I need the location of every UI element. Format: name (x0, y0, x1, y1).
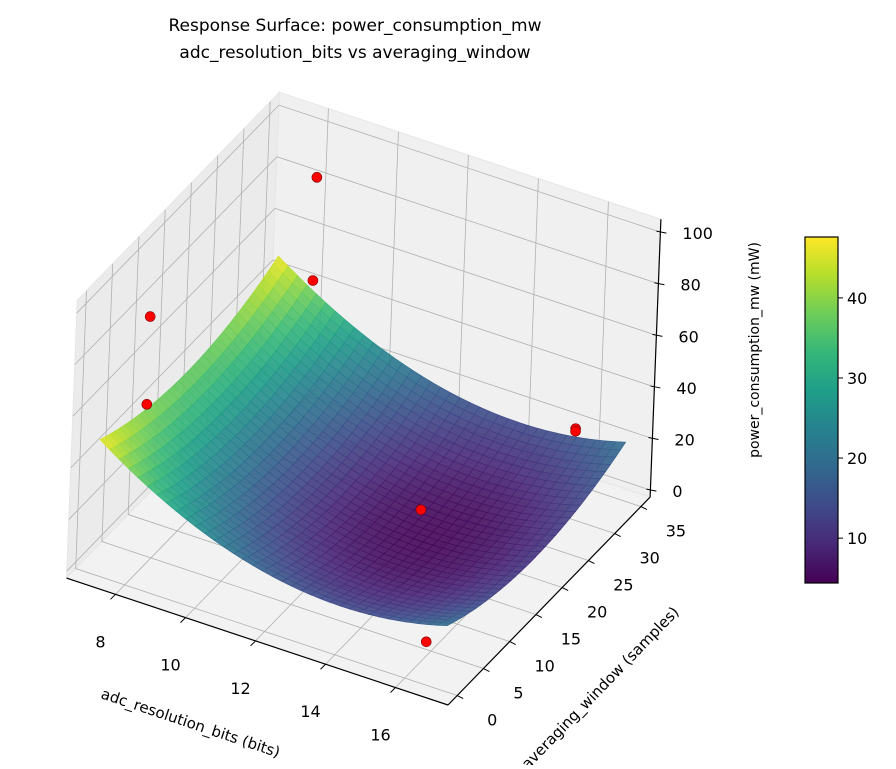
z-tick (652, 333, 663, 337)
x-axis-label: adc_resolution_bits (bits) (98, 685, 282, 763)
colorbar-ticks: 10 20 30 40 (838, 289, 867, 548)
y-tick (509, 641, 516, 645)
y-tick-label: 20 (587, 603, 607, 622)
response-surface (99, 255, 627, 627)
y-tick-label: 0 (487, 711, 497, 730)
z-tick (648, 437, 659, 441)
z-tick-label: 60 (678, 327, 698, 346)
x-tick (320, 663, 326, 670)
z-tick-label: 80 (680, 276, 700, 295)
z-tick-label: 0 (672, 482, 682, 501)
z-gridline (70, 259, 655, 469)
z-axis-line (649, 219, 662, 498)
y-tick-label: 30 (640, 549, 660, 568)
colorbar-tick-label: 10 (847, 529, 867, 548)
colorbar-tick-label: 30 (847, 369, 867, 388)
y-tick-label: 5 (513, 684, 523, 703)
x-tick-label: 12 (230, 679, 250, 698)
y-tick (535, 614, 543, 618)
x-tick-label: 14 (300, 702, 320, 721)
y-tick (588, 560, 595, 564)
z-tick (656, 230, 667, 234)
y-axis-label: averaging_window (samples) (518, 603, 684, 765)
y-tick-label: 15 (561, 630, 581, 649)
data-point (144, 311, 156, 322)
y-gridline (75, 290, 458, 696)
y-tick-label: 35 (666, 522, 686, 541)
x-tick (390, 687, 396, 693)
y-tick-label: 25 (613, 576, 633, 595)
y-tick-label: 10 (535, 657, 555, 676)
data-point (415, 504, 427, 516)
y-tick (640, 506, 648, 510)
z-tick-label: 100 (682, 224, 713, 243)
x-tick-label: 8 (95, 632, 105, 651)
chart-title: Response Surface: power_consumption_mw (168, 16, 541, 36)
chart-subtitle: adc_resolution_bits vs averaging_window (179, 43, 530, 63)
colorbar (804, 236, 839, 584)
z-gridline (72, 207, 657, 417)
x-tick (250, 640, 256, 647)
data-point (311, 172, 323, 183)
z-tick-label: 40 (676, 379, 696, 398)
z-tick-label: 20 (674, 431, 694, 450)
x-tick-label: 16 (370, 726, 390, 745)
x-tick-label: 10 (160, 656, 180, 675)
colorbar-tick-label: 40 (847, 289, 867, 308)
y-tick (614, 533, 621, 537)
y-tick (483, 668, 490, 672)
y-tick (456, 695, 464, 699)
data-point (570, 425, 581, 437)
surface-patch (436, 622, 454, 627)
z-axis-label: power_consumption_mw (mW) (747, 242, 763, 458)
y-tick (561, 587, 569, 591)
data-point (141, 399, 153, 410)
z-tick (650, 385, 661, 389)
data-point (420, 636, 432, 648)
x-tick (180, 617, 186, 623)
data-point (307, 275, 319, 286)
z-gridline (74, 156, 659, 365)
z-tick (654, 282, 665, 286)
z-gridline (76, 104, 661, 314)
y-gridline (101, 263, 484, 669)
y-axis-line (447, 496, 651, 706)
x-tick (110, 593, 116, 600)
scatter-points (141, 172, 581, 648)
x-axis-line (66, 577, 449, 706)
z-tick (646, 488, 657, 492)
colorbar-tick-label: 20 (847, 449, 867, 468)
